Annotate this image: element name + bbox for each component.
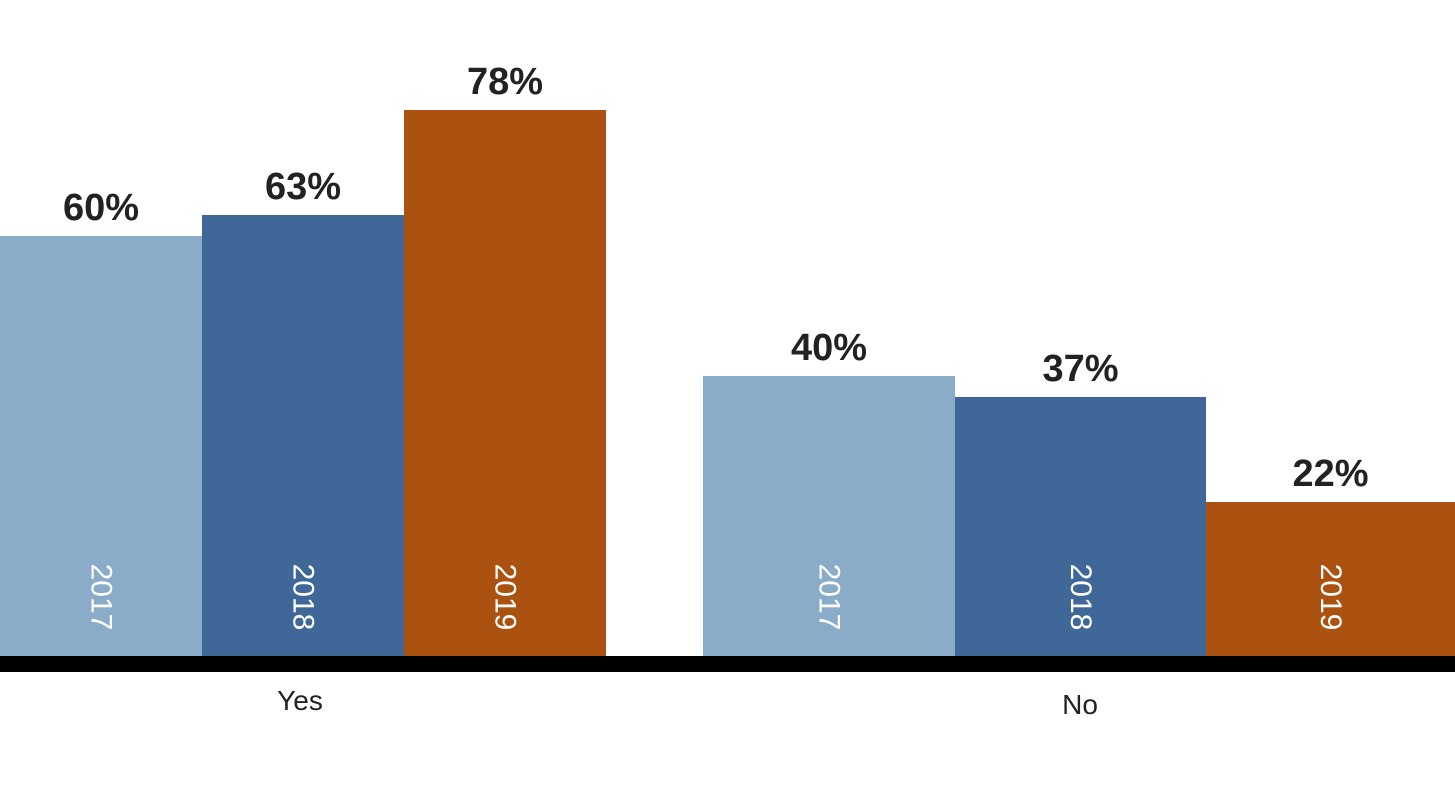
series-label-yes-2018: 2018 — [287, 564, 320, 631]
series-label-yes-2017: 2017 — [85, 564, 118, 631]
data-label-yes-2018: 63% — [265, 166, 341, 208]
series-label-no-2019: 2019 — [1314, 564, 1347, 631]
bar-no-2018 — [955, 397, 1206, 656]
bar-no-2019 — [1206, 502, 1455, 656]
bar-yes-2018 — [202, 215, 404, 656]
x-axis-baseline — [0, 656, 1455, 672]
bar-yes-2019 — [404, 110, 606, 656]
data-label-yes-2017: 60% — [63, 187, 139, 229]
series-label-no-2017: 2017 — [813, 564, 846, 631]
data-label-no-2018: 37% — [1042, 348, 1118, 390]
bars-layer — [0, 110, 1455, 656]
labels-layer: 60% 2017 63% 2018 78% 2019 40% 2017 37% 2018 22% 20… — [63, 61, 1369, 630]
series-label-no-2018: 2018 — [1064, 564, 1097, 631]
bar-no-2017 — [703, 376, 955, 656]
bar-yes-2017 — [0, 236, 202, 656]
data-label-no-2017: 40% — [791, 327, 867, 369]
category-label-no: No — [1062, 689, 1098, 720]
data-label-yes-2019: 78% — [467, 61, 543, 103]
category-label-yes: Yes — [277, 685, 323, 716]
data-label-no-2019: 22% — [1292, 453, 1368, 495]
series-label-yes-2019: 2019 — [489, 564, 522, 631]
category-labels-layer: Yes No — [277, 685, 1098, 720]
